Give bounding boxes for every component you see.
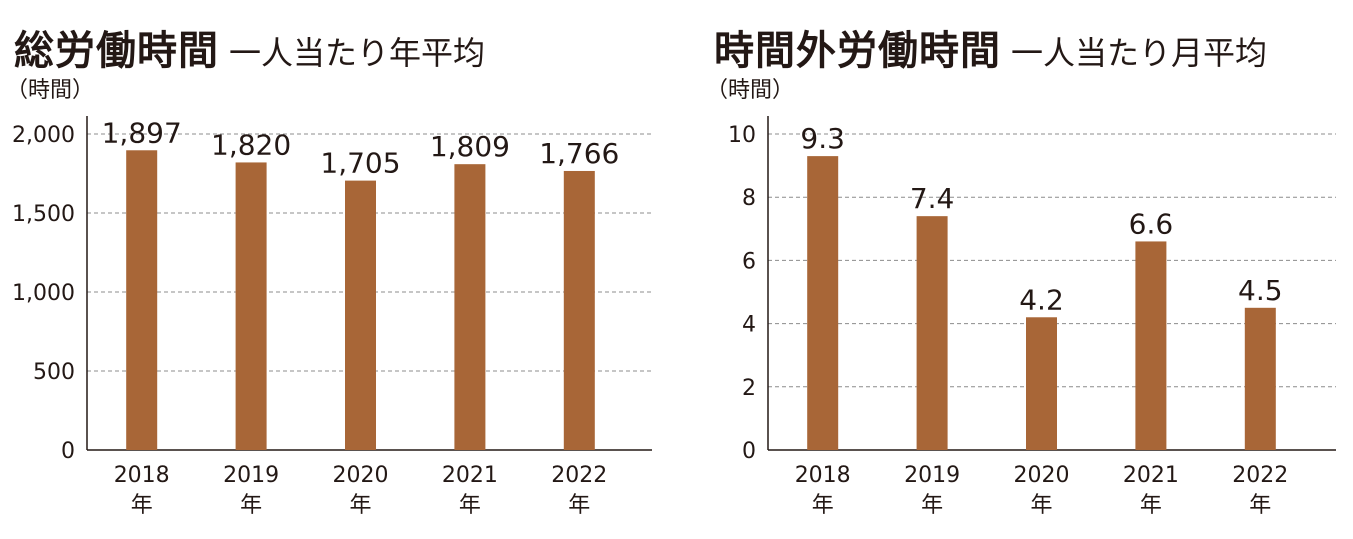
x-tick-label-suffix: 年 (459, 493, 481, 518)
data-label: 9.3 (800, 122, 845, 155)
bar (1135, 241, 1167, 450)
data-label: 1,897 (102, 116, 182, 149)
x-tick-label-suffix: 年 (1030, 493, 1052, 518)
chart-title: 総労働時間 (14, 28, 219, 74)
y-tick-label: 0 (742, 439, 756, 464)
x-tick-label-suffix: 年 (131, 493, 153, 518)
data-label: 7.4 (910, 182, 955, 215)
y-tick-label: 4 (742, 313, 756, 338)
bar (345, 180, 376, 451)
x-tick-label: 2020 (333, 463, 389, 488)
x-tick-label: 2018 (114, 463, 170, 488)
x-tick-label: 2022 (551, 463, 607, 488)
x-tick-label: 2021 (442, 463, 498, 488)
data-label: 1,766 (539, 137, 619, 170)
x-tick-label: 2021 (1123, 463, 1179, 488)
chart-title-row: 時間外労働時間 一人当たり月平均 (714, 18, 1267, 76)
x-tick-label-suffix: 年 (349, 493, 371, 518)
y-tick-label: 2 (742, 376, 756, 401)
chart-panel-total-hours: 総労働時間 一人当たり年平均 （時間） 0 500 1,000 1,500 2,000 1,… (0, 0, 676, 539)
y-axis-unit-label: （時間） (6, 78, 95, 103)
data-label: 1,809 (430, 130, 510, 163)
y-axis-unit-label: （時間） (706, 78, 795, 103)
bar (563, 170, 595, 451)
x-tick-label: 2020 (1014, 463, 1070, 488)
y-tick-label: 6 (742, 249, 756, 274)
x-tick-label: 2019 (904, 463, 960, 488)
chart-panel-overtime-hours: 時間外労働時間 一人当たり月平均 （時間） 0 2 4 6 8 10 9.3 2018 年 7.4 2… (700, 0, 1353, 539)
y-tick-label: 10 (728, 123, 756, 148)
y-tick-label: 8 (742, 186, 756, 211)
x-tick-label-suffix: 年 (1140, 493, 1162, 518)
y-tick-label: 2,000 (12, 123, 75, 148)
bar-chart-overtime-hours: 0 2 4 6 8 10 9.3 2018 年 7.4 2019 年 4.2 2020 年 6.6 2021 年 4… (728, 116, 1336, 518)
y-tick-label: 1,500 (12, 202, 75, 227)
bar (1244, 307, 1276, 450)
x-tick-label-suffix: 年 (1249, 493, 1271, 518)
bar (916, 216, 948, 450)
data-label: 6.6 (1129, 207, 1174, 240)
chart-subtitle: 一人当たり年平均 (229, 34, 486, 72)
chart-subtitle: 一人当たり月平均 (1011, 34, 1268, 72)
data-label: 4.5 (1238, 274, 1283, 307)
x-tick-label-suffix: 年 (921, 493, 943, 518)
bar (454, 164, 486, 451)
data-label: 4.2 (1019, 283, 1064, 316)
x-tick-label: 2022 (1232, 463, 1288, 488)
y-tick-label: 1,000 (12, 281, 75, 306)
x-tick-label-suffix: 年 (568, 493, 590, 518)
y-tick-label: 500 (33, 360, 75, 385)
bar (807, 156, 839, 450)
chart-title: 時間外労働時間 (714, 28, 1001, 74)
x-tick-label: 2018 (795, 463, 851, 488)
chart-title-row: 総労働時間 一人当たり年平均 (14, 18, 485, 76)
bar (235, 162, 267, 450)
data-label: 1,820 (211, 128, 291, 161)
bar (126, 150, 158, 451)
x-tick-label-suffix: 年 (812, 493, 834, 518)
bar (1026, 317, 1057, 450)
y-tick-label: 0 (61, 439, 75, 464)
x-tick-label-suffix: 年 (240, 493, 262, 518)
x-tick-label: 2019 (223, 463, 279, 488)
data-label: 1,705 (320, 147, 400, 180)
bar-chart-total-hours: 0 500 1,000 1,500 2,000 1,897 2018 年 1,820 2019 年 1… (12, 116, 652, 518)
